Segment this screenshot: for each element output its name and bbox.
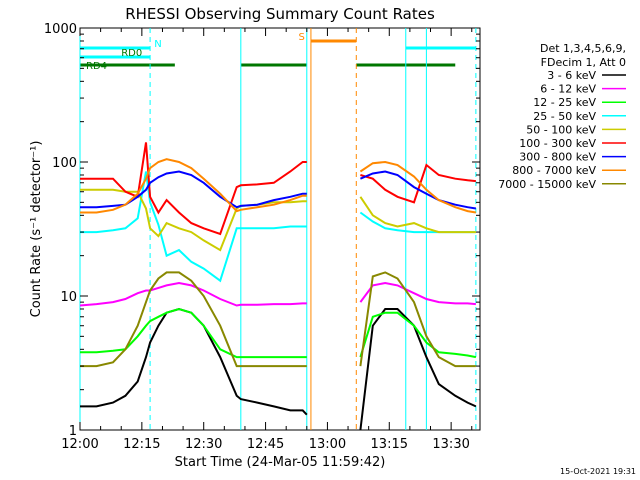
series-lines <box>79 142 477 431</box>
legend-label-7000-15000-kev: 7000 - 15000 keV <box>498 178 596 191</box>
flag-label-rd4: RD4 <box>86 61 107 72</box>
vertical-markers <box>79 28 477 430</box>
series-line-7000-15000-kev <box>359 271 476 368</box>
legend-label-6-12-kev: 6 - 12 keV <box>540 83 596 96</box>
legend-label-100-300-kev: 100 - 300 keV <box>519 137 596 150</box>
series-line-50-100-kev <box>80 188 307 252</box>
series-line-6-12-kev <box>79 281 307 307</box>
x-tick-label: 13:30 <box>432 437 469 452</box>
legend-header-1: Det 1,3,4,5,6,9, <box>540 42 626 55</box>
flag-label-s: S <box>299 32 305 43</box>
series-line-3-6-kev <box>359 308 477 431</box>
plot-area <box>79 27 481 431</box>
plot-frame <box>79 27 481 431</box>
series-line-800-7000-kev <box>359 160 477 214</box>
flag-label-n: N <box>154 39 161 50</box>
series-line-12-25-kev <box>359 311 477 359</box>
chart-title: RHESSI Observing Summary Count Rates <box>125 5 435 23</box>
y-tick-label: 1000 <box>44 22 77 37</box>
series-line-7000-15000-kev <box>80 271 307 368</box>
x-tick-label: 12:00 <box>61 437 98 452</box>
legend-header-2: FDecim 1, Att 0 <box>541 56 626 69</box>
series-line-25-50-kev <box>80 171 307 283</box>
flag-bars: N S RD0 RD4 <box>80 32 476 72</box>
legend: Det 1,3,4,5,6,9, FDecim 1, Att 0 3 - 6 k… <box>498 42 626 191</box>
legend-label-800-7000-kev: 800 - 7000 keV <box>512 164 596 177</box>
series-line-6-12-kev <box>359 281 476 306</box>
legend-label-25-50-kev: 25 - 50 keV <box>533 110 596 123</box>
x-tick-label: 12:30 <box>185 437 222 452</box>
legend-label-50-100-kev: 50 - 100 keV <box>526 123 596 136</box>
x-tick-label: 13:15 <box>371 437 408 452</box>
y-tick-label: 10 <box>60 290 77 305</box>
y-tick-label: 1 <box>69 424 77 439</box>
series-line-12-25-kev <box>80 307 307 359</box>
x-tick-label: 13:00 <box>309 437 346 452</box>
timestamp: 15-Oct-2021 19:31 <box>560 467 636 476</box>
x-axis: 12:00 12:15 12:30 12:45 13:00 13:15 13:30 <box>61 28 473 452</box>
series-line-100-300-kev <box>360 163 476 204</box>
x-axis-label: Start Time (24-Mar-05 11:59:42) <box>175 455 386 470</box>
x-tick-label: 12:15 <box>123 437 160 452</box>
series-line-800-7000-kev <box>80 158 307 214</box>
legend-label-300-800-kev: 300 - 800 keV <box>519 151 596 164</box>
legend-label-3-6-kev: 3 - 6 keV <box>547 69 596 82</box>
flag-label-rd0: RD0 <box>121 48 142 59</box>
series-line-50-100-kev <box>359 196 476 234</box>
series-line-25-50-kev <box>359 211 476 234</box>
legend-label-12-25-kev: 12 - 25 keV <box>533 96 596 109</box>
series-line-300-800-kev <box>360 170 477 210</box>
y-axis-label: Count Rate (s⁻¹ detector⁻¹) <box>29 141 44 318</box>
series-line-100-300-kev <box>80 142 307 236</box>
y-axis: 1 10 100 1000 <box>44 22 480 439</box>
y-tick-label: 100 <box>52 156 77 171</box>
x-tick-label: 12:45 <box>247 437 284 452</box>
